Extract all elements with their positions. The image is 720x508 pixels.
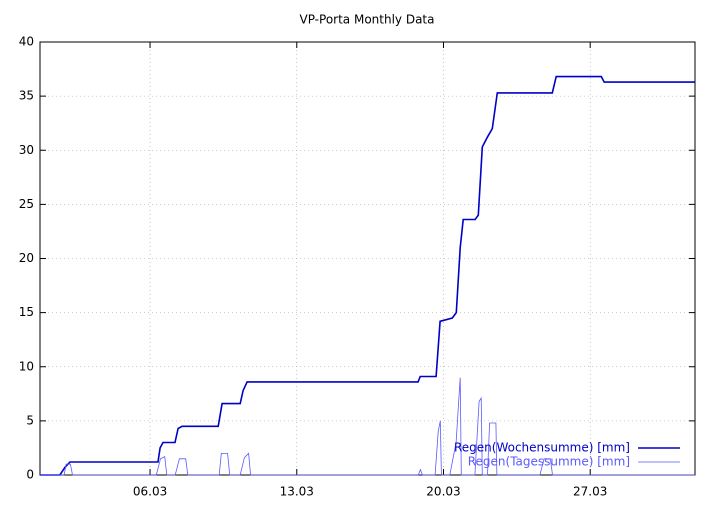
series-line [40,377,695,476]
y-tick-label: 10 [19,359,34,373]
y-tick-label: 0 [26,468,34,482]
y-tick-label: 5 [26,413,34,427]
chart-title: VP-Porta Monthly Data [300,13,435,27]
x-tick-label: 20.03 [426,485,460,499]
y-tick-label: 20 [19,251,34,265]
x-tick-label: 13.03 [280,485,314,499]
series-line [40,75,695,476]
y-tick-label: 15 [19,305,34,319]
x-tick-label: 06.03 [133,485,167,499]
legend-label: Regen(Tagessumme) [mm] [468,455,630,469]
y-tick-label: 30 [19,143,34,157]
y-tick-label: 25 [19,197,34,211]
legend-label: Regen(Wochensumme) [mm] [454,441,630,455]
y-tick-label: 40 [19,35,34,49]
y-tick-label: 35 [19,89,34,103]
x-tick-label: 27.03 [573,485,607,499]
